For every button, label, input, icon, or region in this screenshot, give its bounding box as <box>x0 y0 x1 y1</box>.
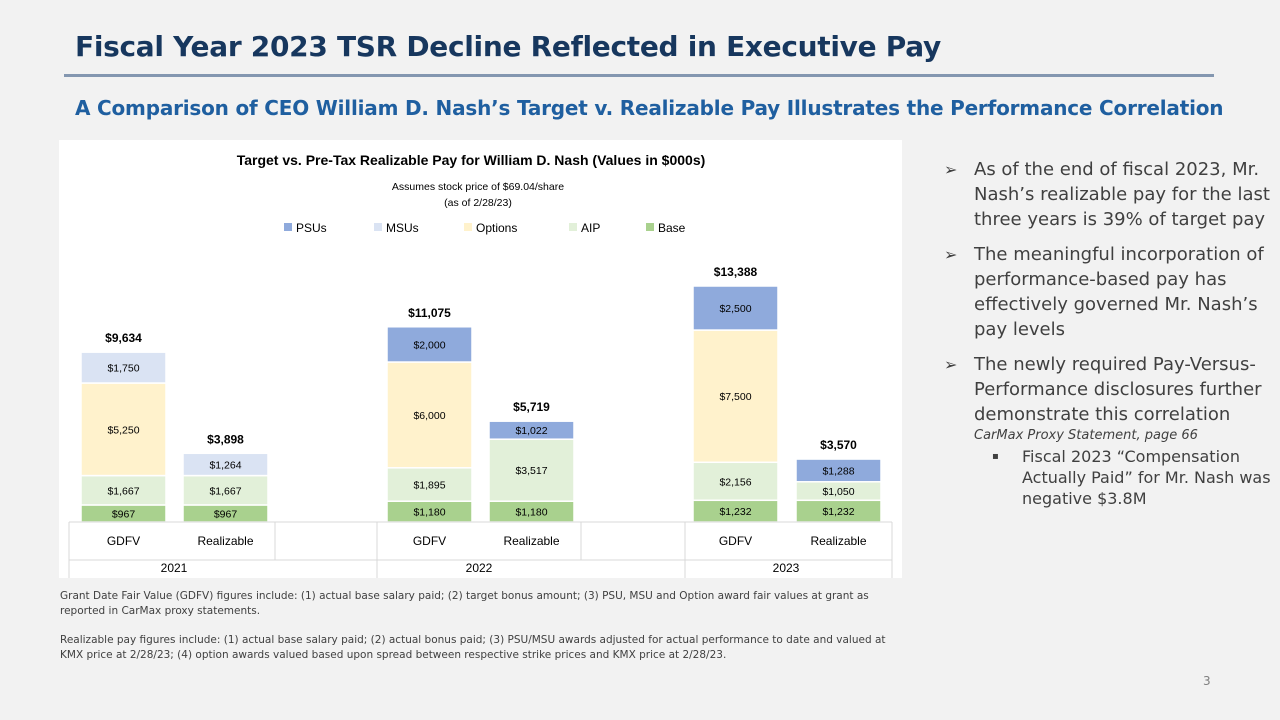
legend-label-aip: AIP <box>581 221 600 235</box>
total-label: $3,570 <box>820 438 857 452</box>
page-title: Fiscal Year 2023 TSR Decline Reflected i… <box>75 30 941 63</box>
bullet-text: As of the end of fiscal 2023, Mr. Nash’s… <box>974 159 1270 230</box>
bar-segment-aip <box>80 474 167 506</box>
data-label: $1,895 <box>413 479 445 491</box>
x-tick-label: Realizable <box>503 534 559 548</box>
bullet-item: ➢ The newly required Pay-Versus-Performa… <box>944 352 1274 427</box>
title-divider <box>64 74 1214 77</box>
bullet-text: The newly required Pay-Versus-Performanc… <box>974 354 1262 425</box>
data-label: $1,288 <box>822 465 854 477</box>
arrow-bullet-icon: ➢ <box>944 160 958 179</box>
legend-label-options: Options <box>476 221 517 235</box>
data-label: $2,500 <box>719 303 751 315</box>
total-label: $5,719 <box>513 400 550 414</box>
bullet-item: ➢ As of the end of fiscal 2023, Mr. Nash… <box>944 157 1274 232</box>
legend-swatch-options <box>464 223 472 231</box>
legend-swatch-base <box>646 223 654 231</box>
bullet-item: ➢ The meaningful incorporation of perfor… <box>944 242 1274 342</box>
pay-chart: Target vs. Pre-Tax Realizable Pay for Wi… <box>59 140 902 578</box>
data-label: $1,232 <box>822 506 854 518</box>
data-label: $1,667 <box>209 485 241 497</box>
data-label: $6,000 <box>413 410 445 422</box>
data-label: $1,750 <box>107 363 139 375</box>
data-label: $1,180 <box>515 507 547 519</box>
legend-swatch-msus <box>374 223 382 231</box>
group-label: 2021 <box>161 561 188 575</box>
bar-segment-aip <box>692 461 779 502</box>
data-label: $5,250 <box>107 424 139 436</box>
bar-segment-psus <box>795 458 882 483</box>
bar-segment-aip <box>386 467 473 502</box>
x-tick-label: Realizable <box>197 534 253 548</box>
key-points: ➢ As of the end of fiscal 2023, Mr. Nash… <box>944 157 1274 509</box>
data-label: $2,000 <box>413 339 445 351</box>
data-label: $2,156 <box>719 476 751 488</box>
bar-segment-psus <box>386 326 473 363</box>
data-label: $1,667 <box>107 485 139 497</box>
page-subtitle: A Comparison of CEO William D. Nash’s Ta… <box>75 96 1224 120</box>
group-label: 2022 <box>466 561 493 575</box>
data-label: $1,264 <box>209 459 241 471</box>
bar-segment-msus <box>182 452 269 477</box>
legend-swatch-psus <box>284 223 292 231</box>
bar-segment-options <box>692 329 779 464</box>
bar-segment-options <box>386 361 473 469</box>
legend-label-base: Base <box>658 221 686 235</box>
square-bullet-icon: ▪ <box>992 451 999 462</box>
data-label: $1,232 <box>719 506 751 518</box>
chart-title: Target vs. Pre-Tax Realizable Pay for Wi… <box>237 152 706 168</box>
source-note: CarMax Proxy Statement, page 66 <box>974 428 1198 443</box>
page-number: 3 <box>1203 674 1211 688</box>
x-tick-label: Realizable <box>810 534 866 548</box>
data-label: $3,517 <box>515 465 547 477</box>
data-label: $1,050 <box>822 486 854 498</box>
bar-segment-psus <box>488 420 575 440</box>
arrow-bullet-icon: ➢ <box>944 245 958 264</box>
legend-label-msus: MSUs <box>386 221 419 235</box>
legend-label-psus: PSUs <box>296 221 327 235</box>
chart-note: (as of 2/28/23) <box>444 197 512 209</box>
data-label: $1,180 <box>413 507 445 519</box>
data-label: $967 <box>214 508 238 520</box>
bar-segment-msus <box>80 351 167 384</box>
data-label: $7,500 <box>719 391 751 403</box>
data-label: $967 <box>112 508 136 520</box>
group-label: 2023 <box>773 561 800 575</box>
total-label: $3,898 <box>207 432 244 446</box>
legend-swatch-aip <box>569 223 577 231</box>
x-tick-label: GDFV <box>107 534 140 548</box>
total-label: $11,075 <box>408 306 451 320</box>
bullet-text: The meaningful incorporation of performa… <box>974 244 1264 340</box>
chart-svg: Target vs. Pre-Tax Realizable Pay for Wi… <box>68 152 893 578</box>
x-tick-label: GDFV <box>413 534 446 548</box>
chart-note: Assumes stock price of $69.04/share <box>392 181 564 193</box>
footnote-gdfv: Grant Date Fair Value (GDFV) figures inc… <box>60 590 869 617</box>
total-label: $13,388 <box>714 265 758 279</box>
sub-bullet-item: ▪ Fiscal 2023 “Compensation Actually Pai… <box>992 446 1274 509</box>
footnotes: Grant Date Fair Value (GDFV) figures inc… <box>60 589 900 677</box>
total-label: $9,634 <box>105 331 142 345</box>
data-label: $1,022 <box>515 425 547 437</box>
arrow-bullet-icon: ➢ <box>944 355 958 374</box>
x-tick-label: GDFV <box>719 534 752 548</box>
sub-bullet-text: Fiscal 2023 “Compensation Actually Paid”… <box>1022 447 1271 508</box>
footnote-realizable: Realizable pay figures include: (1) actu… <box>60 634 886 661</box>
bar-segment-psus <box>692 285 779 331</box>
bar-segment-aip <box>488 438 575 502</box>
